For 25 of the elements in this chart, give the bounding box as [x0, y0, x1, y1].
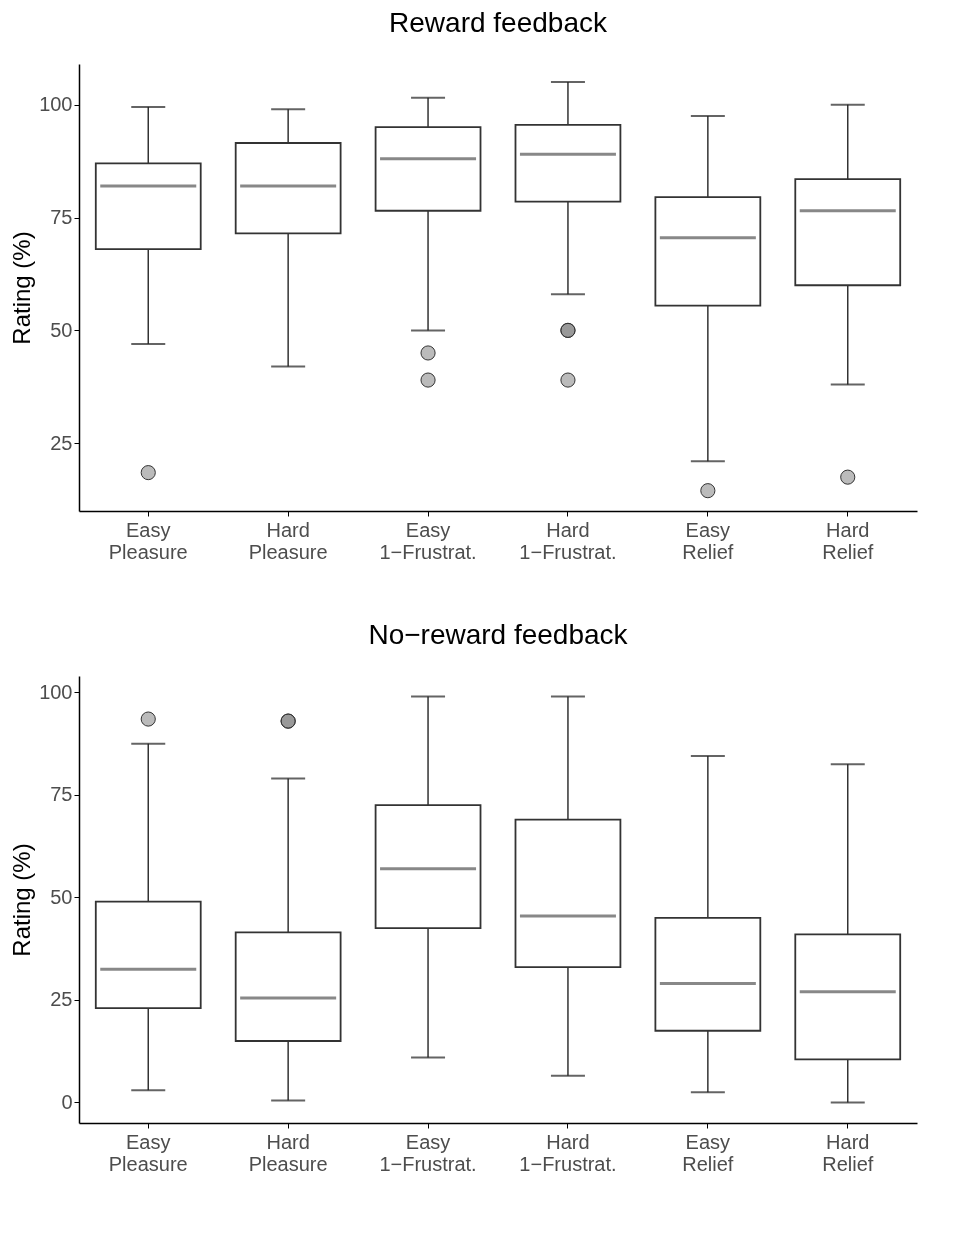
x-tick-label: Hard Relief	[822, 518, 874, 563]
x-tick-label: Hard Relief	[822, 1130, 874, 1175]
y-tick-label: 0	[61, 1091, 73, 1113]
x-tick-label: Hard Pleasure	[248, 518, 328, 563]
chart-title: No−reward feedback	[368, 619, 629, 650]
x-tick-label: Easy 1−Frustrat.	[379, 1130, 477, 1175]
y-tick-label: 75	[50, 206, 73, 229]
x-tick-label: Easy Relief	[682, 518, 734, 563]
y-tick-label: 50	[50, 885, 73, 908]
y-tick-label: 25	[50, 988, 73, 1011]
x-tick-label: Hard 1−Frustrat.	[519, 1130, 617, 1175]
y-axis-title: Rating (%)	[8, 843, 36, 957]
x-tick-label: Easy Relief	[682, 1130, 734, 1175]
y-tick-label: 100	[39, 93, 73, 116]
chart-title: Reward feedback	[389, 7, 608, 38]
x-tick-label: Hard 1−Frustrat.	[519, 518, 617, 563]
y-tick-label: 25	[50, 431, 73, 454]
y-tick-label: 50	[50, 318, 73, 341]
x-tick-label: Easy Pleasure	[108, 1130, 188, 1175]
x-tick-label: Easy Pleasure	[108, 518, 188, 563]
x-tick-label: Easy 1−Frustrat.	[379, 518, 477, 563]
y-tick-label: 75	[50, 783, 73, 806]
y-tick-label: 100	[39, 680, 73, 703]
x-tick-label: Hard Pleasure	[248, 1130, 328, 1175]
y-axis-title: Rating (%)	[8, 231, 36, 345]
